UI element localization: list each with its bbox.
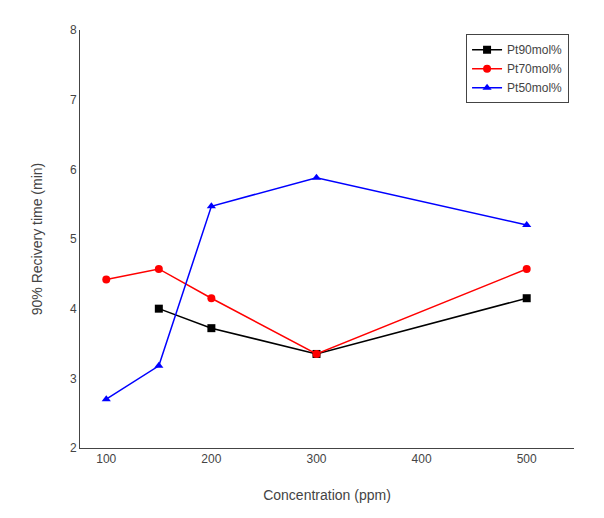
svg-text:400: 400 xyxy=(412,452,432,466)
svg-text:Pt90mol%: Pt90mol% xyxy=(507,43,562,57)
svg-text:200: 200 xyxy=(201,452,221,466)
svg-text:6: 6 xyxy=(70,163,77,177)
svg-text:7: 7 xyxy=(70,93,77,107)
svg-text:2: 2 xyxy=(70,441,77,455)
svg-text:500: 500 xyxy=(517,452,537,466)
svg-text:100: 100 xyxy=(96,452,116,466)
svg-text:3: 3 xyxy=(70,372,77,386)
svg-text:90% Recivery time (min): 90% Recivery time (min) xyxy=(29,163,45,315)
svg-text:Pt70mol%: Pt70mol% xyxy=(507,62,562,76)
svg-text:4: 4 xyxy=(70,302,77,316)
svg-text:Pt50mol%: Pt50mol% xyxy=(507,81,562,95)
svg-text:5: 5 xyxy=(70,232,77,246)
svg-text:8: 8 xyxy=(70,23,77,37)
svg-text:300: 300 xyxy=(306,452,326,466)
svg-text:Concentration (ppm): Concentration (ppm) xyxy=(263,487,391,503)
